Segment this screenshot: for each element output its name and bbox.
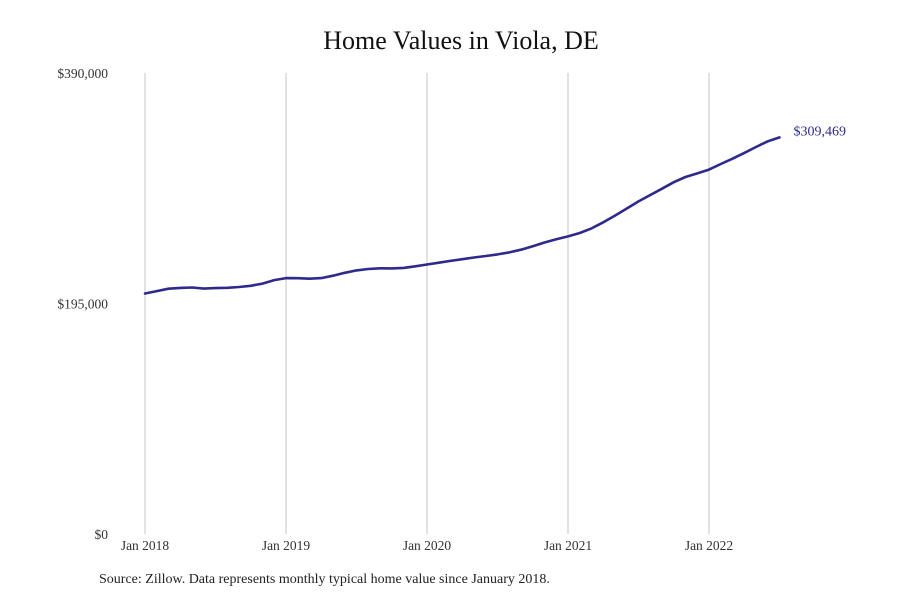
x-tick-label: Jan 2018 bbox=[121, 538, 170, 553]
y-tick-label: $0 bbox=[95, 527, 109, 542]
gridlines bbox=[144, 73, 710, 534]
end-value-labels: $309,469 bbox=[794, 124, 847, 139]
end-value-label: $309,469 bbox=[794, 124, 847, 139]
x-tick-label: Jan 2019 bbox=[262, 538, 311, 553]
source-note: Source: Zillow. Data represents monthly … bbox=[99, 572, 550, 587]
x-axis-tick-labels: Jan 2018 Jan 2019 Jan 2020 Jan 2021 Jan 2022 bbox=[121, 538, 733, 553]
x-tick-label: Jan 2022 bbox=[685, 538, 733, 553]
y-tick-label: $195,000 bbox=[57, 297, 108, 312]
x-tick-label: Jan 2020 bbox=[403, 538, 452, 553]
x-tick-label: Jan 2021 bbox=[544, 538, 592, 553]
chart-title: Home Values in Viola, DE bbox=[323, 26, 599, 55]
y-tick-label: $390,000 bbox=[57, 66, 108, 81]
y-axis-tick-labels: $0 $195,000 $390,000 bbox=[57, 66, 108, 542]
series-lines bbox=[143, 136, 781, 295]
series-line bbox=[143, 136, 781, 295]
